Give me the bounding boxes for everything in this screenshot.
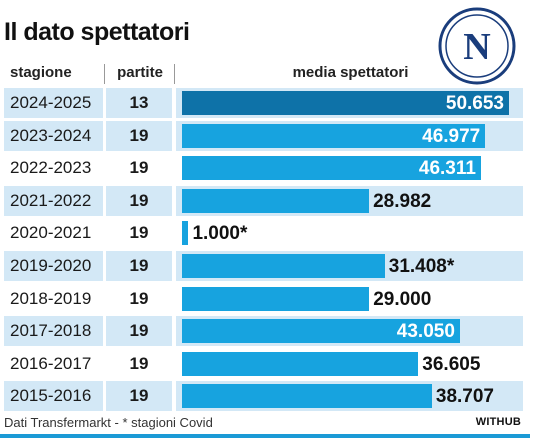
bottom-rule xyxy=(0,434,530,438)
season-cell: 2019-2020 xyxy=(4,251,103,281)
table-row: 2021-2022 19 28.982 xyxy=(0,184,545,218)
bar-value-label: 36.605 xyxy=(422,353,481,375)
attendance-bar xyxy=(182,384,432,409)
games-cell: 13 xyxy=(106,88,172,118)
table-row: 2015-2016 19 38.707 xyxy=(0,379,545,413)
season-cell: 2023-2024 xyxy=(4,120,103,151)
bar-value-label: 28.982 xyxy=(373,190,432,212)
season-cell: 2016-2017 xyxy=(10,353,92,373)
table-row: 2019-2020 19 31.408* xyxy=(0,249,545,283)
bar-value-label: 1.000* xyxy=(192,223,248,245)
attendance-bar xyxy=(182,123,486,148)
column-header-games: partite xyxy=(117,64,163,81)
bar-value-label: 50.653 xyxy=(445,93,504,114)
page-title: Il dato spettatori xyxy=(4,18,190,46)
games-cell: 19 xyxy=(129,288,149,308)
games-cell: 19 xyxy=(106,251,172,281)
games-cell: 19 xyxy=(106,185,172,216)
games-cell: 19 xyxy=(129,223,149,243)
season-cell: 2024-2025 xyxy=(4,88,103,118)
column-header-average: media spettatori xyxy=(292,64,409,81)
season-cell: 2017-2018 xyxy=(4,316,103,347)
table-row: 2024-2025 13 50.653 xyxy=(0,86,545,120)
season-cell: 2018-2019 xyxy=(10,288,92,308)
table-row: 2020-2021 19 1.000* xyxy=(0,216,545,250)
source-note: Dati Transfermarkt - * stagioni Covid xyxy=(4,415,213,430)
season-cell: 2020-2021 xyxy=(10,223,92,243)
attendance-bar xyxy=(182,286,370,311)
games-cell: 19 xyxy=(129,158,149,178)
season-cell: 2022-2023 xyxy=(10,158,92,178)
napoli-logo: N xyxy=(438,7,516,85)
bar-value-label: 46.977 xyxy=(422,125,481,147)
attendance-bar xyxy=(182,156,481,181)
games-cell: 19 xyxy=(106,381,172,412)
brand-label: WITHUB xyxy=(475,416,521,428)
attendance-bar xyxy=(182,91,509,115)
attendance-bar xyxy=(182,351,419,376)
table-row: 2023-2024 19 46.977 xyxy=(0,119,545,153)
table-row: 2016-2017 19 36.605 xyxy=(0,347,545,381)
bar-value-label: 43.050 xyxy=(396,321,455,343)
attendance-bar xyxy=(182,221,189,246)
table-row: 2017-2018 19 43.050 xyxy=(0,314,545,348)
bar-value-label: 38.707 xyxy=(435,386,494,408)
table-row: 2018-2019 19 29.000 xyxy=(0,282,545,316)
column-separator xyxy=(104,64,105,84)
attendance-bar xyxy=(182,319,460,344)
attendance-bar xyxy=(182,254,385,278)
column-header-season: stagione xyxy=(10,64,72,81)
season-cell: 2015-2016 xyxy=(4,381,103,412)
bar-value-label: 31.408* xyxy=(388,256,455,277)
column-separator xyxy=(174,64,175,84)
logo-letter: N xyxy=(463,26,490,68)
attendance-bar xyxy=(182,188,370,213)
games-cell: 19 xyxy=(129,353,149,373)
games-cell: 19 xyxy=(106,120,172,151)
table-row: 2022-2023 19 46.311 xyxy=(0,151,545,185)
bar-value-label: 46.311 xyxy=(418,158,476,180)
season-cell: 2021-2022 xyxy=(4,185,103,216)
games-cell: 19 xyxy=(106,316,172,347)
bar-value-label: 29.000 xyxy=(373,288,432,310)
